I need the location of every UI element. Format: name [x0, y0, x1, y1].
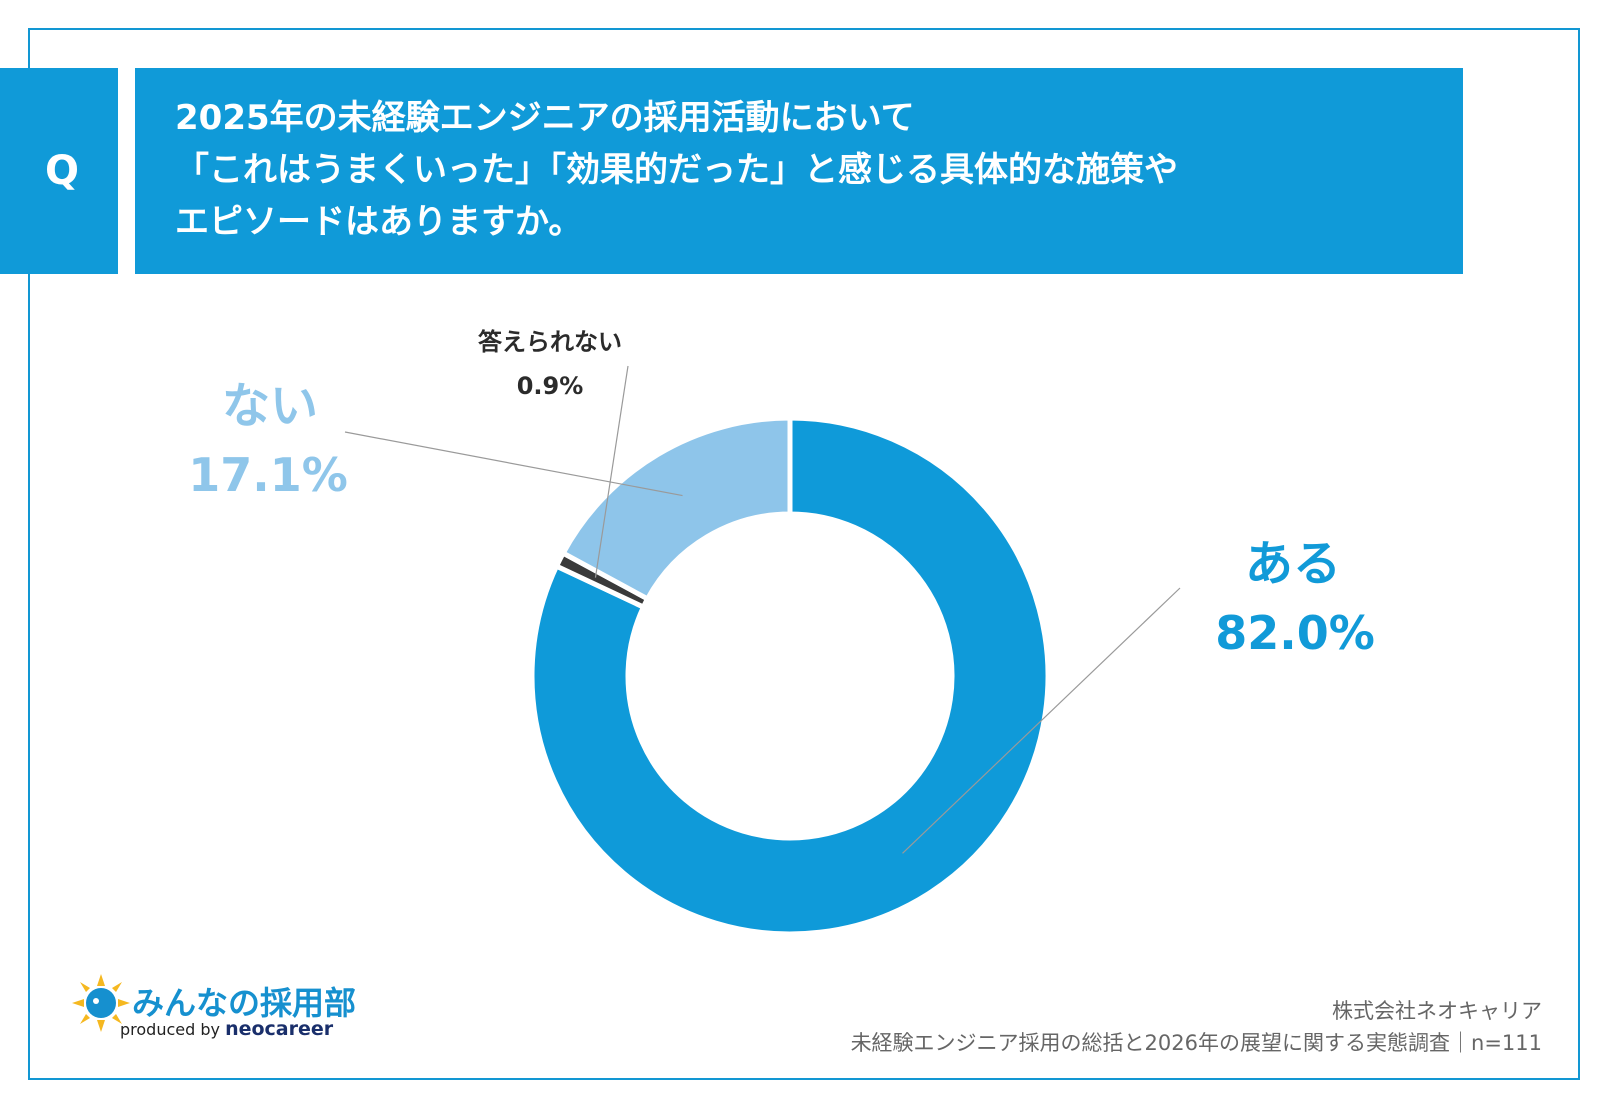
- leader-line-1: [594, 365, 629, 578]
- label-nai-value: 17.1%: [188, 448, 348, 502]
- donut-slice-0: [529, 415, 1051, 937]
- leader-line-0: [902, 587, 1181, 854]
- question-marker: Q: [0, 68, 118, 274]
- neocareer-brand: neocareer: [225, 1018, 334, 1040]
- question-marker-text: Q: [44, 148, 79, 194]
- label-dontknow-category: 答えられない: [478, 328, 622, 356]
- logo-name: みんなの採用部: [132, 984, 357, 1022]
- label-aru-category: ある: [1244, 536, 1341, 592]
- question-line-3: エピソードはありますか。: [175, 202, 583, 242]
- label-aru-value: 82.0%: [1215, 606, 1375, 660]
- produced-by-text: produced by: [120, 1020, 220, 1039]
- footer-survey: 未経験エンジニア採用の総括と2026年の展望に関する実態調査｜n=111: [850, 1031, 1542, 1055]
- question-line-1: 2025年の未経験エンジニアの採用活動において: [175, 98, 915, 138]
- footer-company: 株式会社ネオキャリア: [1332, 999, 1542, 1023]
- label-dontknow-value: 0.9%: [516, 372, 584, 400]
- logo-produced-by: produced by neocareer: [120, 1018, 333, 1040]
- question-line-2: 「これはうまくいった」「効果的だった」と感じる具体的な施策や: [175, 150, 1178, 190]
- label-nai-category: ない: [221, 378, 318, 434]
- outer-frame: [28, 28, 1580, 1080]
- footer-credit: 株式会社ネオキャリア 未経験エンジニア採用の総括と2026年の展望に関する実態調…: [851, 995, 1542, 1059]
- sun-icon: [72, 974, 130, 1032]
- brand-logo: みんなの採用部 produced by neocareer: [72, 974, 392, 1048]
- donut-slice-2: [559, 415, 793, 603]
- leader-line-2: [344, 431, 683, 497]
- question-title: 2025年の未経験エンジニアの採用活動において 「これはうまくいった」「効果的だ…: [135, 68, 1463, 274]
